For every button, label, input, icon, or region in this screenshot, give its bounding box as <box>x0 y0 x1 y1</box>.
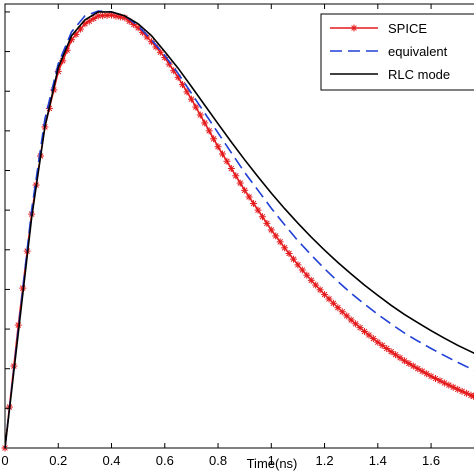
series-marker <box>272 232 280 240</box>
x-tick-label: 0.2 <box>49 453 67 468</box>
legend-item-spice: SPICE <box>330 21 427 36</box>
series-marker <box>414 365 422 373</box>
series-marker <box>369 335 377 343</box>
ticks-layer: 00.20.40.60.811.21.41.61.8 <box>1 4 440 468</box>
series-marker <box>387 348 395 356</box>
series-marker <box>201 119 209 127</box>
x-tick-label: 0 <box>1 453 8 468</box>
series-marker <box>352 320 360 328</box>
series-marker <box>236 179 244 187</box>
series-marker <box>347 316 355 324</box>
series-marker <box>289 255 297 263</box>
series-marker <box>405 359 413 367</box>
x-tick-label: 1.6 <box>422 453 440 468</box>
series-marker <box>227 165 235 173</box>
series-marker <box>325 295 333 303</box>
series-marker <box>316 286 324 294</box>
series-marker <box>396 354 404 362</box>
legend-label: RLC mode <box>388 67 450 82</box>
x-tick-label: 1 <box>268 453 275 468</box>
legend: SPICE equivalent RLC mode <box>320 13 474 91</box>
x-tick-label: 1.4 <box>369 453 387 468</box>
series-marker <box>214 143 222 151</box>
plot-frame <box>4 3 474 449</box>
series-marker <box>254 206 262 214</box>
series-marker <box>187 95 195 103</box>
series-marker <box>294 261 302 269</box>
series-marker <box>196 111 204 119</box>
x-tick-label: 0.4 <box>102 453 120 468</box>
legend-box <box>320 13 474 91</box>
series-marker <box>281 244 289 252</box>
series-marker <box>241 186 249 194</box>
series-marker <box>360 327 368 335</box>
series-marker <box>250 200 258 208</box>
series-marker <box>143 33 151 41</box>
series-marker <box>392 351 400 359</box>
series-layer <box>1 10 474 452</box>
legend-item-equivalent: equivalent <box>330 44 448 59</box>
series-marker <box>334 304 342 312</box>
series-marker <box>232 172 240 180</box>
x-axis-label: Time(ns) <box>247 456 298 471</box>
series-marker <box>156 48 164 56</box>
series-marker <box>245 193 253 201</box>
series-marker <box>356 324 364 332</box>
x-tick-label: 0.8 <box>209 453 227 468</box>
series-marker <box>276 238 284 246</box>
legend-label: SPICE <box>388 21 427 36</box>
series-marker <box>329 299 337 307</box>
series-marker <box>303 271 311 279</box>
series-marker <box>263 219 271 227</box>
series-marker <box>312 281 320 289</box>
legend-item-rlc-mode: RLC mode <box>330 67 450 82</box>
x-tick-label: 1.2 <box>316 453 334 468</box>
series-marker <box>338 308 346 316</box>
series-marker <box>108 11 116 19</box>
series-marker <box>210 135 218 143</box>
series-marker <box>307 276 315 284</box>
series-marker <box>103 11 111 19</box>
series-marker <box>223 157 231 165</box>
series-marker <box>267 226 275 234</box>
series-marker <box>258 213 266 221</box>
series-marker <box>218 150 226 158</box>
x-tick-label: 0.6 <box>156 453 174 468</box>
series-marker <box>205 127 213 135</box>
series-line-rlc-mode <box>4 11 474 449</box>
series-line-equivalent <box>4 10 474 449</box>
series-marker <box>343 312 351 320</box>
series-marker <box>285 249 293 257</box>
legend-marker <box>350 24 358 32</box>
legend-label: equivalent <box>388 44 448 59</box>
series-marker <box>321 291 329 299</box>
series-marker <box>365 331 373 339</box>
series-marker <box>298 266 306 274</box>
series-marker <box>192 103 200 111</box>
series-marker <box>374 338 382 346</box>
series-marker <box>378 341 386 349</box>
series-marker <box>383 344 391 352</box>
